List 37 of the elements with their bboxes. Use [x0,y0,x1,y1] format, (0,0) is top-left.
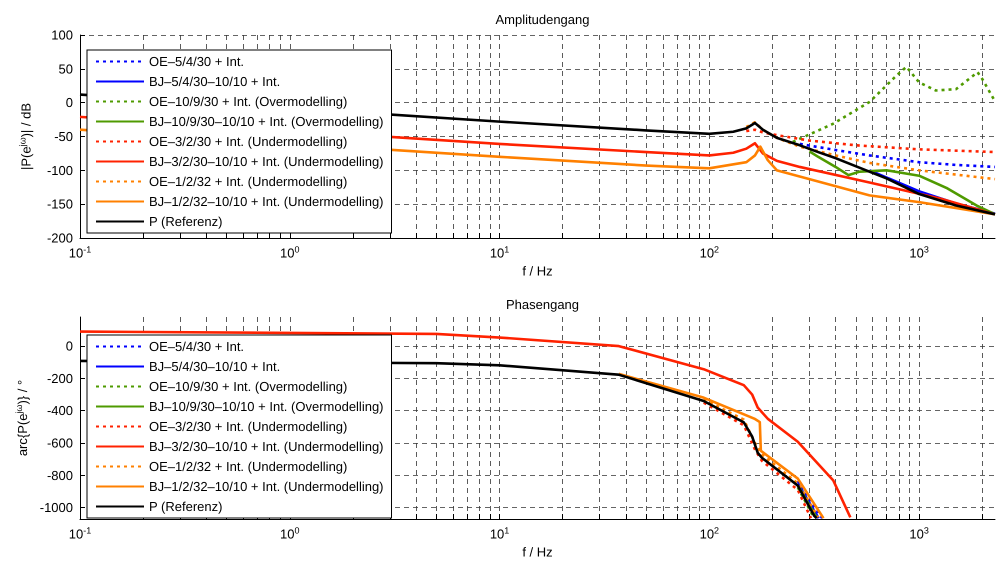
legend-label: BJ–3/2/30–10/10 + Int. (Undermodelling) [149,154,384,169]
y-tick-label: -400 [46,403,73,418]
y-tick-label: -150 [46,196,73,212]
legend-label: OE–10/9/30 + Int. (Overmodelling) [149,379,348,394]
legend-label: BJ–10/9/30–10/10 + Int. (Overmodelling) [149,399,384,414]
legend-label: P (Referenz) [149,214,222,229]
y-axis-title: |P(ejω)| / dB [18,102,34,170]
chart-title: Amplitudengang [496,12,590,27]
y-tick-label: -600 [46,436,73,451]
legend-label: OE–10/9/30 + Int. (Overmodelling) [149,94,348,109]
y-tick-label: -200 [46,230,73,246]
y-tick-label: 100 [51,28,73,42]
legend-label: BJ–5/4/30–10/10 + Int. [149,74,280,89]
y-tick-label: -200 [46,370,73,386]
legend-label: OE–5/4/30 + Int. [149,339,244,354]
y-tick-label: -50 [54,129,73,144]
legend-label: BJ–10/9/30–10/10 + Int. (Overmodelling) [149,114,384,129]
legend-label: BJ–3/2/30–10/10 + Int. (Undermodelling) [149,439,384,454]
legend-label: OE–5/4/30 + Int. [149,54,244,69]
y-tick-label: 0 [66,95,73,110]
legend-label: BJ–1/2/32–10/10 + Int. (Undermodelling) [149,194,384,209]
legend-label: OE–3/2/30 + Int. (Undermodelling) [149,419,348,434]
y-tick-label: -800 [46,468,73,483]
y-tick-label: -100 [46,162,73,178]
y-tick-label: 50 [58,61,73,76]
x-axis-title: f / Hz [522,544,553,560]
legend-label: OE–1/2/32 + Int. (Undermodelling) [149,174,348,189]
legend-label: OE–3/2/30 + Int. (Undermodelling) [149,134,348,149]
legend-label: OE–1/2/32 + Int. (Undermodelling) [149,459,348,474]
legend-label: BJ–5/4/30–10/10 + Int. [149,359,280,374]
chart-title: Phasengang [506,297,580,312]
x-axis-title: f / Hz [522,263,553,278]
y-axis-title: arc{P(ejω)} / ° [14,380,30,456]
y-tick-label: -1000 [40,500,73,516]
legend-label: P (Referenz) [149,499,222,514]
legend-label: BJ–1/2/32–10/10 + Int. (Undermodelling) [149,479,384,494]
y-tick-label: 0 [66,338,73,354]
